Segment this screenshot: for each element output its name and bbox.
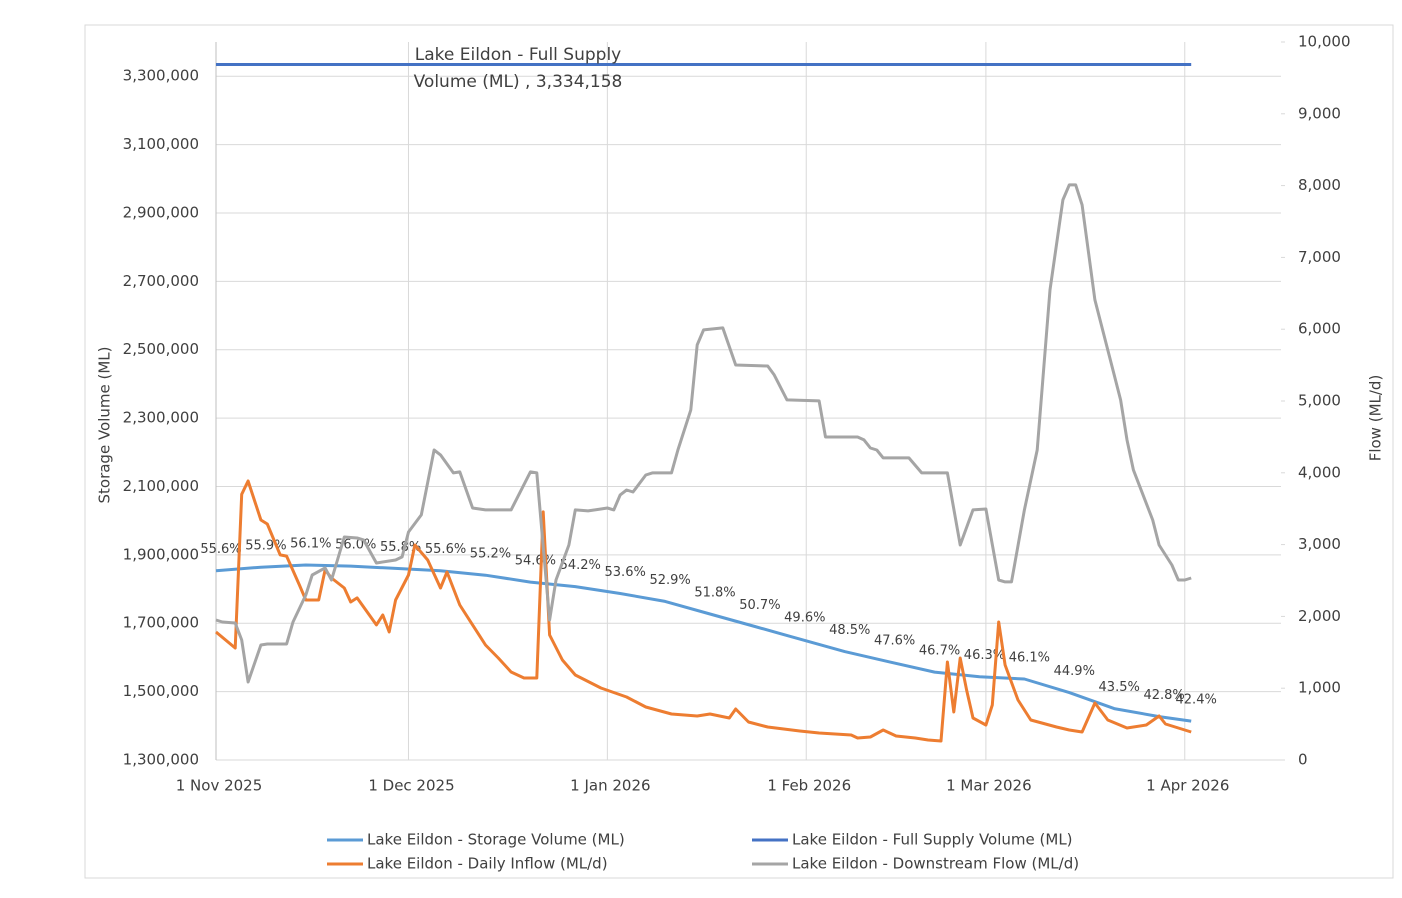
y-tick-label: 2,900,000 [123, 203, 199, 221]
data-label: 56.1% [290, 536, 331, 551]
y2-axis-label: Flow (ML/d) [1367, 375, 1385, 462]
y2-tick-label: 7,000 [1298, 248, 1341, 266]
legend-label: Lake Eildon - Downstream Flow (ML/d) [792, 855, 1079, 873]
y-tick-label: 1,300,000 [123, 751, 199, 769]
y-tick-label: 1,700,000 [123, 614, 199, 632]
series-line [215, 563, 1192, 723]
data-label: 42.8% [1143, 688, 1184, 703]
data-label: 55.8% [380, 540, 421, 555]
y2-tick-label: 6,000 [1298, 320, 1341, 338]
legend-label: Lake Eildon - Storage Volume (ML) [367, 831, 625, 849]
data-label: 55.6% [425, 542, 466, 557]
annotation: Volume (ML) , 3,334,158 [414, 72, 623, 92]
data-label: 50.7% [739, 598, 780, 613]
data-label: 55.6% [200, 542, 241, 557]
data-label: 49.6% [784, 611, 825, 626]
legend-label: Lake Eildon - Full Supply Volume (ML) [792, 831, 1073, 849]
y-tick-label: 2,500,000 [123, 340, 199, 358]
y2-tick-label: 0 [1298, 751, 1308, 769]
legend-label: Lake Eildon - Daily Inflow (ML/d) [367, 855, 608, 873]
data-label: 47.6% [874, 633, 915, 648]
x-tick-label: 1 Mar 2026 [946, 777, 1032, 795]
y2-tick-label: 9,000 [1298, 104, 1341, 122]
y2-tick-label: 2,000 [1298, 607, 1341, 625]
x-tick-label: 1 Dec 2025 [368, 777, 454, 795]
data-label: 43.5% [1099, 680, 1140, 695]
data-label: 51.8% [694, 585, 735, 600]
y-tick-label: 2,700,000 [123, 272, 199, 290]
data-label: 53.6% [605, 565, 646, 580]
x-tick-label: 1 Jan 2026 [570, 777, 650, 795]
y-tick-label: 1,500,000 [123, 682, 199, 700]
y-tick-label: 2,100,000 [123, 477, 199, 495]
data-label: 46.1% [1009, 650, 1050, 665]
y-axis-label: Storage Volume (ML) [96, 346, 114, 503]
data-label: 42.4% [1176, 693, 1217, 708]
data-label: 55.2% [470, 547, 511, 562]
y2-tick-label: 1,000 [1298, 679, 1341, 697]
y2-tick-label: 5,000 [1298, 392, 1341, 410]
data-label: 46.7% [919, 644, 960, 659]
y2-tick-label: 10,000 [1298, 33, 1351, 51]
data-label: 52.9% [649, 573, 690, 588]
annotation: Lake Eildon - Full Supply [415, 45, 622, 65]
y-tick-label: 2,300,000 [123, 409, 199, 427]
y2-tick-label: 4,000 [1298, 463, 1341, 481]
series-line [215, 183, 1192, 684]
data-label: 54.2% [560, 558, 601, 573]
x-tick-label: 1 Apr 2026 [1146, 777, 1229, 795]
data-label: 46.3% [964, 648, 1005, 663]
y-tick-label: 3,100,000 [123, 135, 199, 153]
y2-tick-label: 8,000 [1298, 176, 1341, 194]
y-tick-label: 1,900,000 [123, 545, 199, 563]
data-label: 44.9% [1054, 664, 1095, 679]
x-tick-label: 1 Feb 2026 [767, 777, 851, 795]
data-label: 48.5% [829, 623, 870, 638]
chart-frame [84, 24, 1394, 879]
x-tick-label: 1 Nov 2025 [176, 777, 263, 795]
y2-tick-label: 3,000 [1298, 535, 1341, 553]
series-line [215, 479, 1192, 743]
data-label: 54.6% [515, 554, 556, 569]
y-tick-label: 3,300,000 [123, 67, 199, 85]
